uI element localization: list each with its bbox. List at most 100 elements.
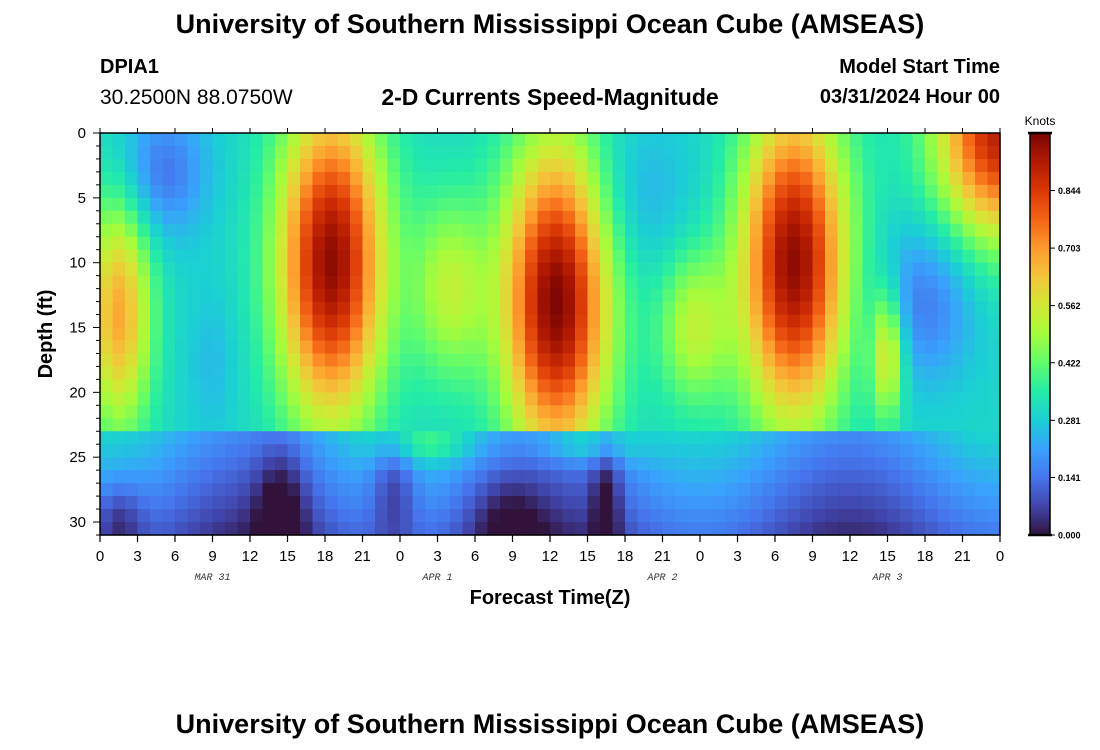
heatmap-cell — [387, 158, 401, 173]
heatmap-cell — [487, 444, 501, 458]
heatmap-cell — [712, 327, 726, 342]
heatmap-cell — [525, 405, 539, 419]
heatmap-cell — [100, 301, 114, 316]
heatmap-cell — [525, 184, 539, 199]
heatmap-cell — [725, 444, 739, 458]
heatmap-cell — [175, 314, 189, 329]
heatmap-cell — [937, 197, 951, 212]
heatmap-cell — [662, 379, 676, 393]
heatmap-cell — [650, 353, 664, 368]
heatmap-cell — [937, 133, 951, 147]
heatmap-cell — [200, 457, 214, 471]
heatmap-cell — [525, 496, 539, 510]
heatmap-cell — [300, 457, 314, 471]
heatmap-cell — [950, 236, 964, 251]
heatmap-cell — [287, 522, 301, 536]
heatmap-cell — [925, 249, 939, 264]
heatmap-cell — [512, 483, 526, 497]
heatmap-cell — [987, 379, 1001, 393]
x-tick-label: 9 — [508, 548, 516, 565]
heatmap-cell — [675, 288, 689, 303]
heatmap-cell — [550, 327, 564, 342]
heatmap-cell — [987, 457, 1001, 471]
heatmap-cell — [512, 405, 526, 419]
heatmap-cell — [125, 301, 139, 316]
heatmap-cell — [675, 353, 689, 368]
heatmap-cell — [987, 184, 1001, 199]
heatmap-cell — [250, 327, 264, 342]
heatmap-cell — [562, 145, 576, 160]
heatmap-cell — [312, 171, 326, 186]
heatmap-cell — [775, 210, 789, 225]
heatmap-cell — [537, 133, 551, 147]
heatmap-cell — [712, 522, 726, 536]
heatmap-cell — [212, 483, 226, 497]
heatmap-cell — [312, 184, 326, 199]
colorbar-tick-label: 0.000 — [1058, 531, 1081, 541]
heatmap-cell — [900, 184, 914, 199]
heatmap-cell — [412, 171, 426, 186]
heatmap-cell — [550, 197, 564, 212]
heatmap-cell — [612, 418, 626, 432]
heatmap-cell — [175, 223, 189, 238]
heatmap-cell — [175, 353, 189, 368]
heatmap-cell — [925, 340, 939, 355]
heatmap-cell — [687, 236, 701, 251]
heatmap-cell — [712, 133, 726, 147]
heatmap-cell — [975, 145, 989, 160]
heatmap-cell — [662, 405, 676, 419]
heatmap-cell — [475, 133, 489, 147]
heatmap-cell — [475, 340, 489, 355]
heatmap-cell — [412, 275, 426, 290]
heatmap-cell — [225, 353, 239, 368]
heatmap-cell — [212, 262, 226, 277]
heatmap-cell — [825, 353, 839, 368]
heatmap-cell — [950, 210, 964, 225]
heatmap-cell — [825, 457, 839, 471]
heatmap-cell — [550, 457, 564, 471]
heatmap-cell — [400, 223, 414, 238]
heatmap-cell — [912, 366, 926, 380]
heatmap-cell — [125, 236, 139, 251]
heatmap-cell — [287, 366, 301, 380]
heatmap-cell — [937, 353, 951, 368]
heatmap-cell — [725, 262, 739, 277]
heatmap-cell — [150, 483, 164, 497]
heatmap-cell — [187, 405, 201, 419]
heatmap-cell — [287, 418, 301, 432]
heatmap-cell — [337, 366, 351, 380]
heatmap-cell — [812, 327, 826, 342]
heatmap-cell — [875, 171, 889, 186]
heatmap-cell — [887, 509, 901, 523]
heatmap-cell — [200, 288, 214, 303]
heatmap-cell — [850, 184, 864, 199]
heatmap-cell — [100, 431, 114, 445]
heatmap-cell — [450, 522, 464, 536]
heatmap-cell — [275, 379, 289, 393]
heatmap-cell — [662, 366, 676, 380]
heatmap-cell — [937, 184, 951, 199]
heatmap-cell — [387, 210, 401, 225]
heatmap-cell — [937, 470, 951, 484]
heatmap-cell — [862, 145, 876, 160]
heatmap-cell — [312, 444, 326, 458]
heatmap-cell — [925, 366, 939, 380]
heatmap-cell — [100, 288, 114, 303]
heatmap-cell — [137, 223, 151, 238]
heatmap-cell — [212, 236, 226, 251]
heatmap-cell — [812, 522, 826, 536]
heatmap-cell — [325, 444, 339, 458]
heatmap-cell — [625, 353, 639, 368]
heatmap-cell — [312, 457, 326, 471]
heatmap-cell — [375, 197, 389, 212]
heatmap-cell — [325, 275, 339, 290]
heatmap-cell — [487, 366, 501, 380]
heatmap-cell — [400, 418, 414, 432]
heatmap-cell — [925, 184, 939, 199]
heatmap-cell — [887, 457, 901, 471]
heatmap-cell — [575, 379, 589, 393]
heatmap-cell — [400, 405, 414, 419]
heatmap-cell — [225, 145, 239, 160]
heatmap-cell — [600, 379, 614, 393]
heatmap-cell — [225, 288, 239, 303]
